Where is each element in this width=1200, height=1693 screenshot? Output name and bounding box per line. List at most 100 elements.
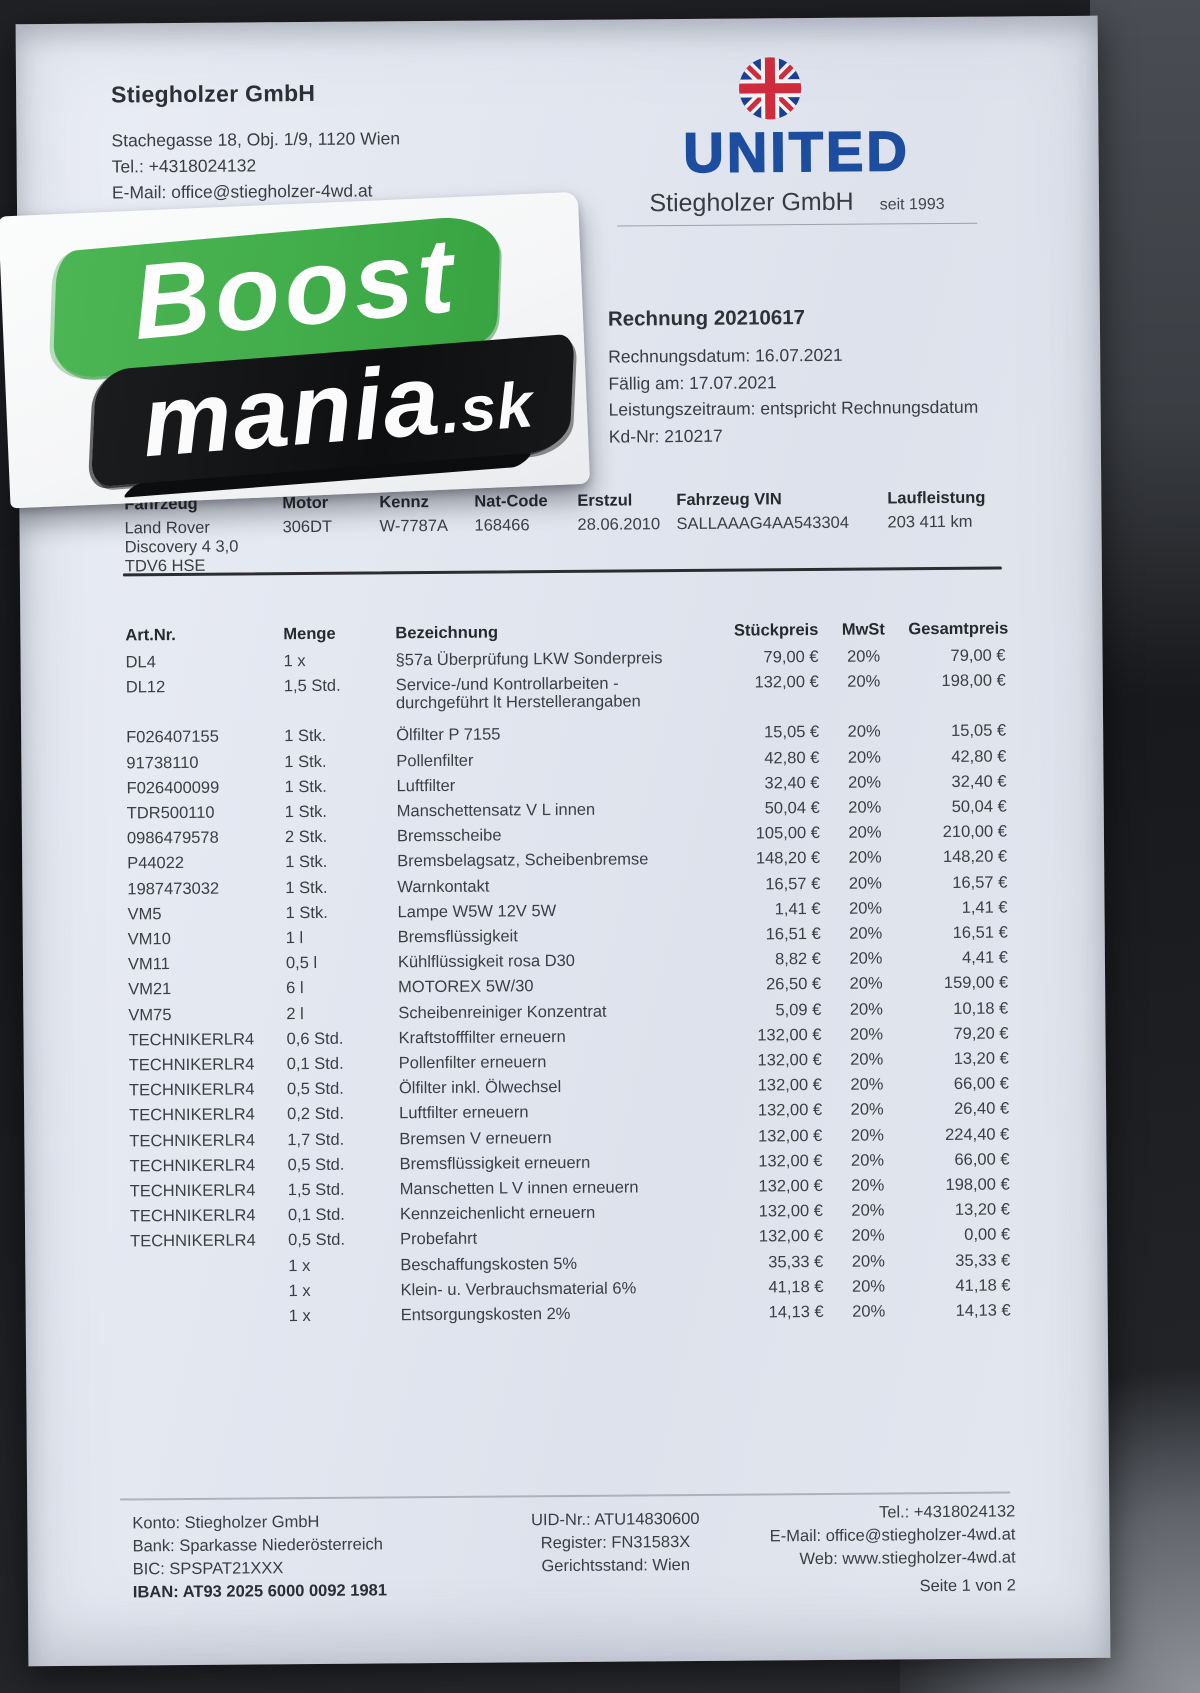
item-quantity: 1,7 Std. (287, 1130, 345, 1149)
item-article-no: VM11 (127, 955, 170, 974)
item-article-no: TDR500110 (126, 803, 215, 823)
invoice-period: Leistungszeitraum: entspricht Rechnungsd… (608, 396, 979, 420)
item-vat: 20% (849, 1025, 884, 1044)
item-total-price: 50,04 € (951, 797, 1007, 816)
item-description: Lampe W5W 12V 5W (397, 901, 557, 922)
item-total-price: 26,40 € (953, 1099, 1010, 1119)
vehicle-vin: SALLAAAG4AA543304 (676, 513, 850, 534)
item-total-price: 79,00 € (950, 646, 1006, 665)
vehicle-header: Fahrzeug VIN (676, 490, 782, 510)
item-article-no: 91738110 (126, 753, 199, 773)
item-total-price: 15,05 € (951, 721, 1007, 741)
sender-tel: Tel.: +4318024132 (111, 155, 257, 177)
brand-subtitle: Stiegholzer GmbH (649, 187, 854, 218)
item-article-no: F026400099 (126, 778, 220, 798)
item-description: MOTOREX 5W/30 (398, 977, 534, 997)
item-article-no: VM10 (127, 930, 171, 949)
item-description: Manschetten L V innen erneuern (399, 1178, 639, 1199)
item-description: Ölfilter inkl. Ölwechsel (398, 1078, 562, 1098)
item-total-price: 13,20 € (953, 1049, 1009, 1068)
item-description: Kraftstofffilter erneuern (398, 1027, 566, 1048)
items-header: Bezeichnung (395, 623, 499, 643)
item-quantity: 2 l (286, 1004, 304, 1023)
item-unit-price: 1,41 € (774, 899, 821, 919)
item-unit-price: 132,00 € (758, 1177, 823, 1196)
item-article-no: TECHNIKERLR4 (128, 1055, 255, 1075)
item-vat: 20% (852, 1302, 886, 1321)
item-unit-price: 132,00 € (758, 1227, 824, 1246)
footer-bank-block: Konto: Stiegholzer GmbH Bank: Sparkasse … (132, 1510, 387, 1604)
item-quantity: 0,1 Std. (286, 1054, 344, 1074)
vehicle-motor: 306DT (282, 517, 333, 537)
item-total-price: 79,20 € (953, 1024, 1009, 1043)
item-unit-price: 35,33 € (768, 1252, 824, 1272)
item-quantity: 6 l (286, 979, 304, 998)
brand-since: seit 1993 (879, 195, 945, 214)
items-header: Art.Nr. (125, 626, 176, 645)
item-quantity: 1 Stk. (285, 903, 328, 923)
item-unit-price: 148,20 € (755, 849, 821, 868)
footer-iban: IBAN: AT93 2025 6000 0092 1981 (132, 1581, 388, 1602)
vehicle-header: Kennz (379, 493, 429, 512)
item-unit-price: 132,00 € (757, 1025, 822, 1045)
item-quantity: 1 Stk. (285, 853, 328, 872)
item-vat: 20% (851, 1226, 885, 1246)
item-description: Bremsen V erneuern (399, 1128, 552, 1148)
items-header: Stückpreis (733, 620, 819, 640)
photo-dark-edge (1090, 0, 1200, 700)
item-vat: 20% (848, 899, 883, 918)
item-unit-price: 41,18 € (768, 1277, 824, 1297)
items-table: Art.Nr. Menge Bezeichnung Stückpreis MwS… (125, 619, 1011, 1331)
sender-name: Stiegholzer GmbH (111, 79, 316, 108)
item-total-price: 159,00 € (943, 973, 1009, 993)
item-quantity: 1 Stk. (284, 752, 327, 771)
item-total-price: 148,20 € (942, 847, 1008, 867)
boostmania-sticker: Boost mania.sk (0, 191, 591, 509)
item-article-no (130, 1254, 288, 1280)
vehicle-nat-code: 168466 (474, 516, 530, 535)
item-description: Scheibenreiniger Konzentrat (398, 1002, 607, 1022)
item-description: Ölfilter P 7155 (396, 725, 501, 745)
footer-bic: BIC: SPSPAT21XXX (132, 1559, 284, 1579)
item-unit-price: 132,00 € (754, 673, 819, 692)
item-quantity: 1 x (288, 1256, 311, 1275)
vehicle-header: Erstzul (577, 491, 633, 510)
items-header: Gesamtpreis (908, 619, 1009, 639)
invoice-customer-no: Kd-Nr: 210217 (608, 425, 723, 447)
item-vat: 20% (850, 1151, 885, 1170)
item-description: Bremsbelagsatz, Scheibenbremse (397, 850, 649, 871)
item-description: Manschettensatz V L innen (396, 800, 596, 821)
invoice-due: Fällig am: 17.07.2021 (608, 371, 777, 394)
vehicle-plate: W-7787A (379, 516, 449, 536)
item-article-no (130, 1279, 288, 1305)
item-total-price: 10,18 € (953, 999, 1009, 1018)
item-quantity: 0,5 Std. (288, 1231, 346, 1250)
item-total-price: 42,80 € (951, 747, 1007, 766)
footer-legal-block: UID-Nr.: ATU14830600 Register: FN31583X … (475, 1508, 756, 1579)
item-description: Kühlflüssigkeit rosa D30 (397, 952, 576, 972)
item-vat: 20% (848, 798, 882, 817)
item-vat: 20% (849, 974, 883, 994)
item-unit-price: 5,09 € (775, 1000, 822, 1019)
item-article-no: P44022 (127, 854, 185, 873)
item-unit-price: 26,50 € (766, 975, 822, 994)
item-unit-price: 132,00 € (758, 1202, 823, 1221)
item-total-price: 210,00 € (942, 822, 1008, 842)
item-total-price: 66,00 € (954, 1150, 1010, 1169)
footer-tel: Tel.: +4318024132 (878, 1502, 1016, 1522)
item-article-no: TECHNIKERLR4 (129, 1156, 256, 1176)
page-indicator: Seite 1 von 2 (919, 1576, 1016, 1596)
item-description: Luftfilter erneuern (399, 1103, 529, 1123)
footer-contact-block: Tel.: +4318024132 E-Mail: office@stiegho… (717, 1500, 1016, 1571)
item-total-price: 41,18 € (955, 1276, 1011, 1295)
item-article-no: VM21 (128, 980, 172, 999)
footer-email: E-Mail: office@stiegholzer-4wd.at (769, 1525, 1016, 1546)
item-quantity: 1 x (288, 1307, 311, 1326)
item-vat: 20% (847, 773, 882, 792)
item-description: Pollenfilter erneuern (398, 1053, 547, 1073)
sender-street: Stachegasse 18, Obj. 1/9, 1120 Wien (111, 128, 401, 151)
vehicle-first-registration: 28.06.2010 (577, 515, 661, 534)
item-vat: 20% (848, 848, 882, 868)
item-article-no: DL4 (125, 653, 156, 672)
item-vat: 20% (847, 748, 881, 767)
